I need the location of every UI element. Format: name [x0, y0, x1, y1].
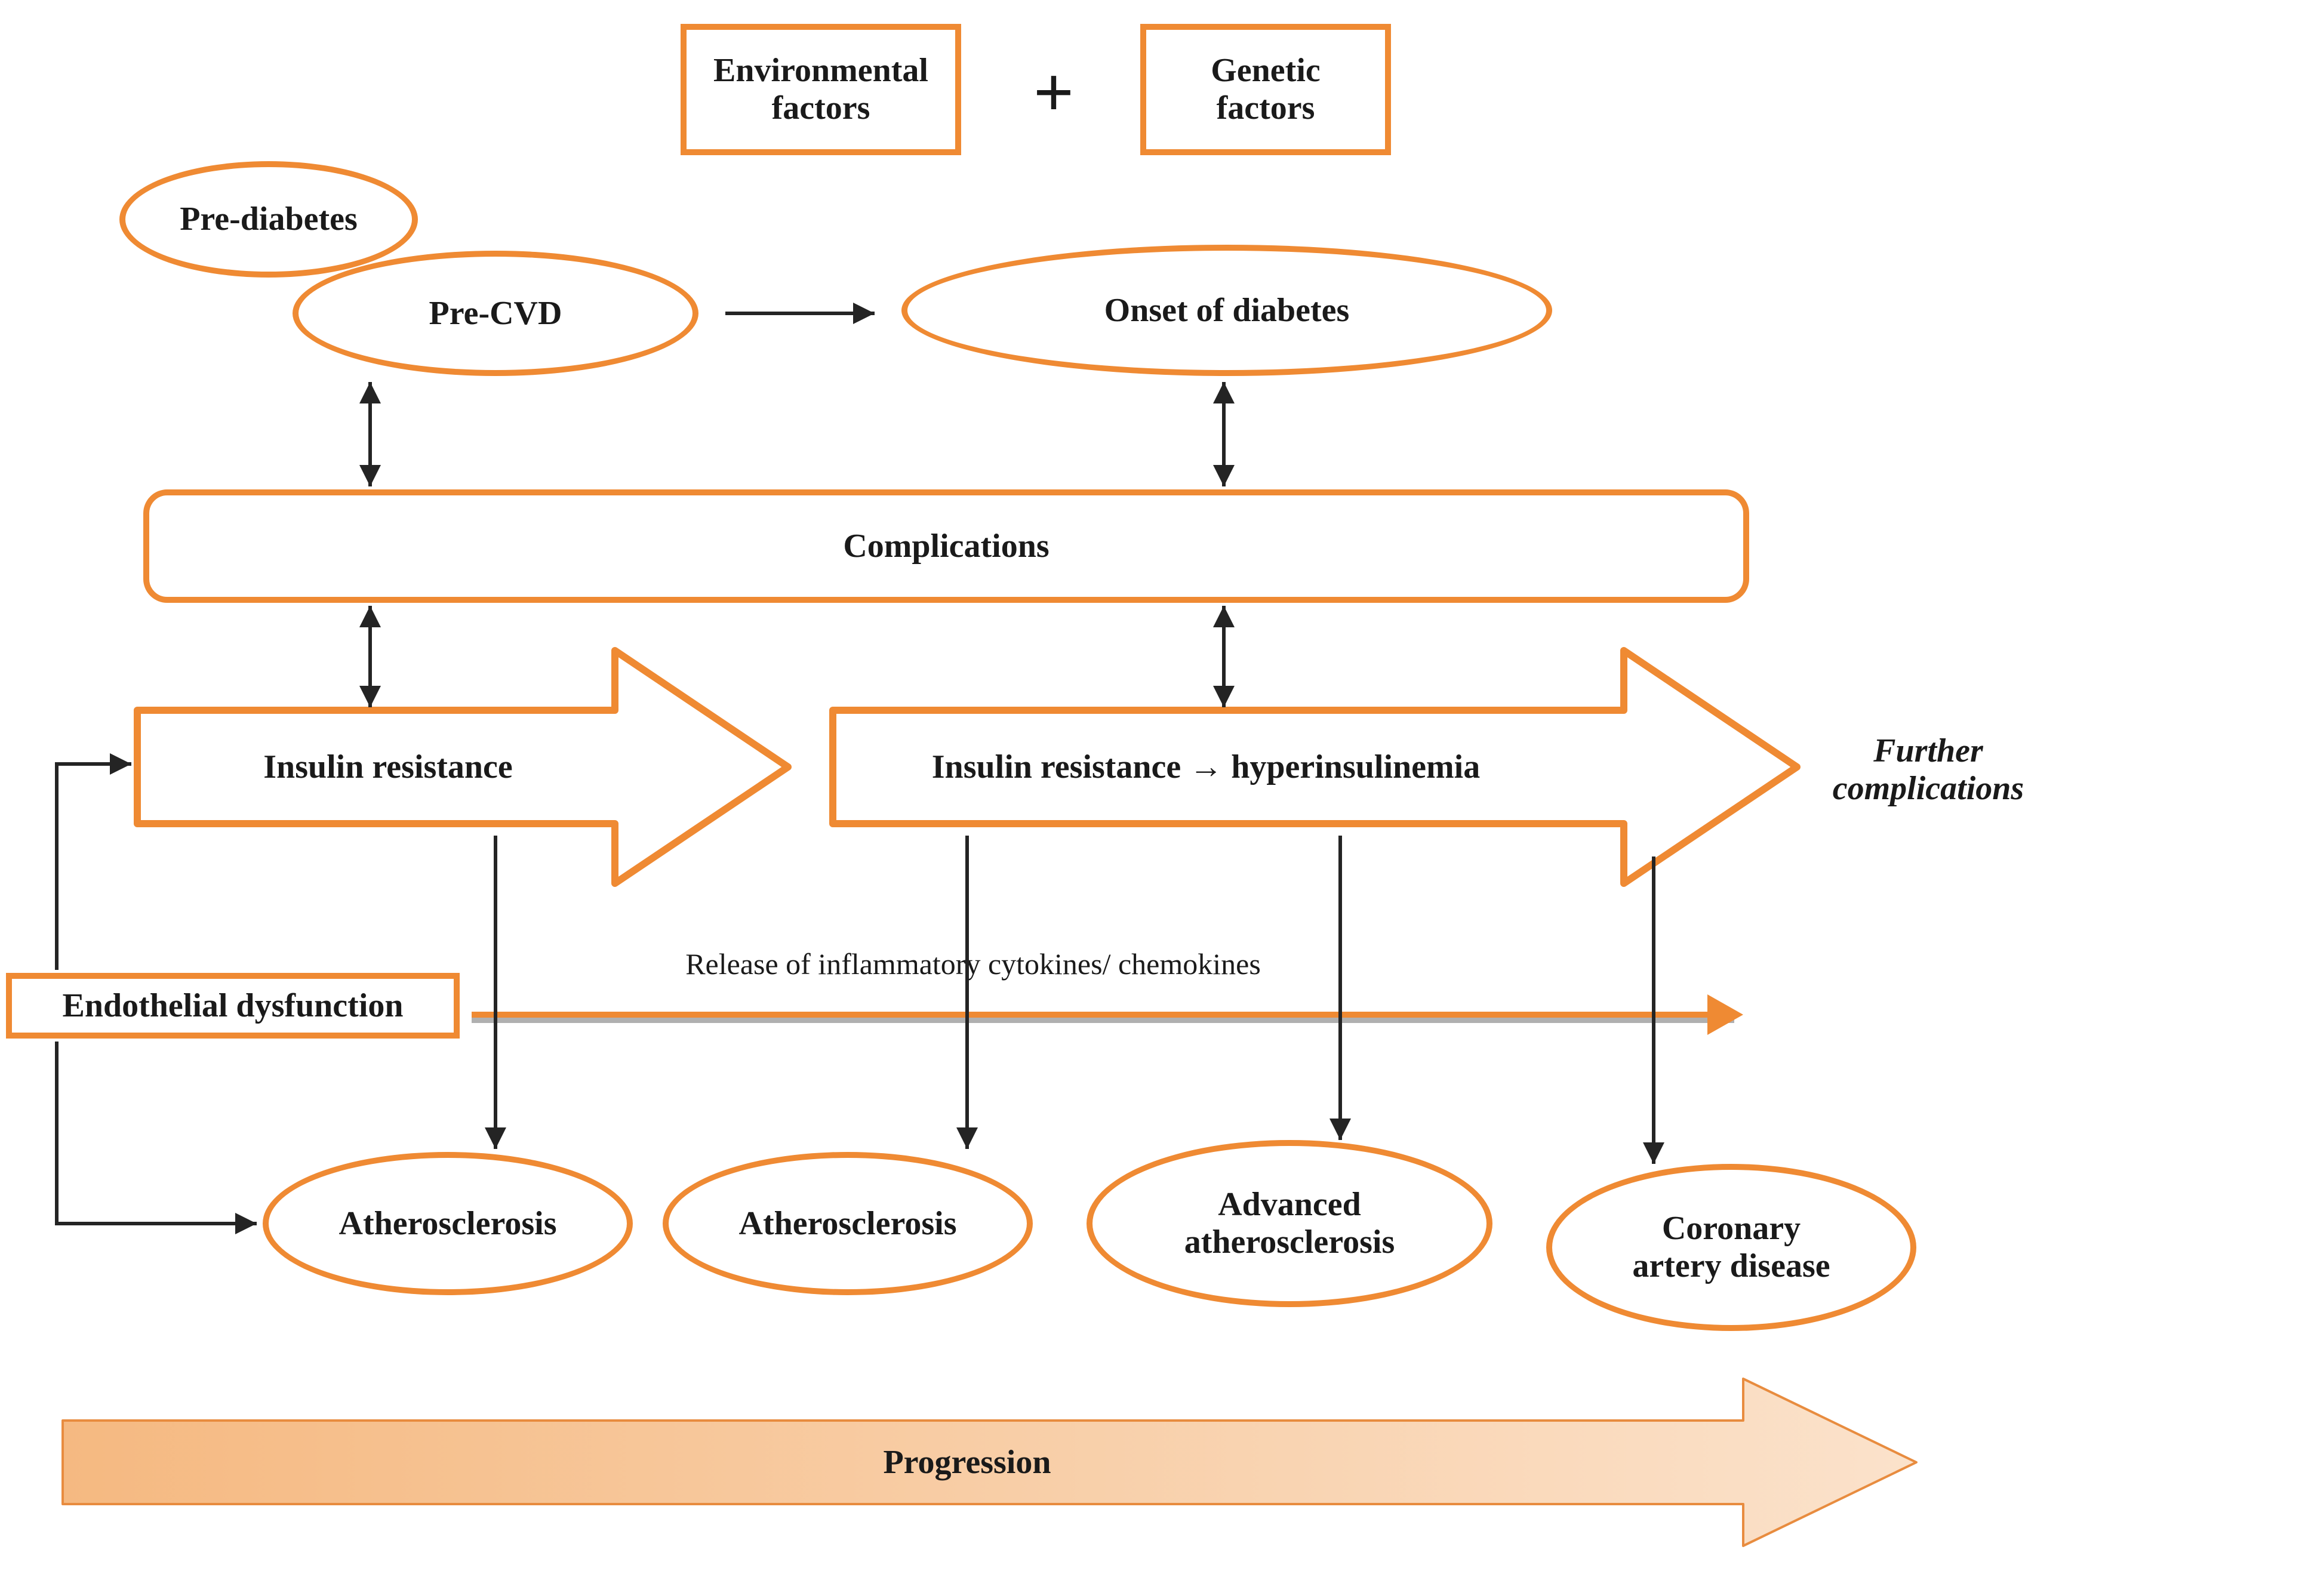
arrow-head	[110, 753, 131, 775]
arrow-head	[359, 382, 381, 403]
arrow-head	[359, 686, 381, 707]
arrow-head	[1213, 382, 1235, 403]
endo_down	[57, 1042, 257, 1224]
arrow-head	[1213, 606, 1235, 627]
arrow-head	[1707, 994, 1743, 1035]
arrow-head	[853, 303, 875, 324]
arrow-head	[235, 1213, 257, 1234]
arrow-head	[359, 465, 381, 486]
arrow-head	[1329, 1119, 1351, 1140]
arrow-head	[359, 606, 381, 627]
arrow-head	[485, 1127, 506, 1149]
endo_up	[57, 764, 131, 970]
arrow-head	[1643, 1142, 1664, 1164]
arrow-head	[1213, 465, 1235, 486]
arrow-head	[956, 1127, 978, 1149]
diagram-canvas: Insulin resistanceInsulin resistance → h…	[0, 0, 2299, 1596]
arrow-head	[1213, 686, 1235, 707]
